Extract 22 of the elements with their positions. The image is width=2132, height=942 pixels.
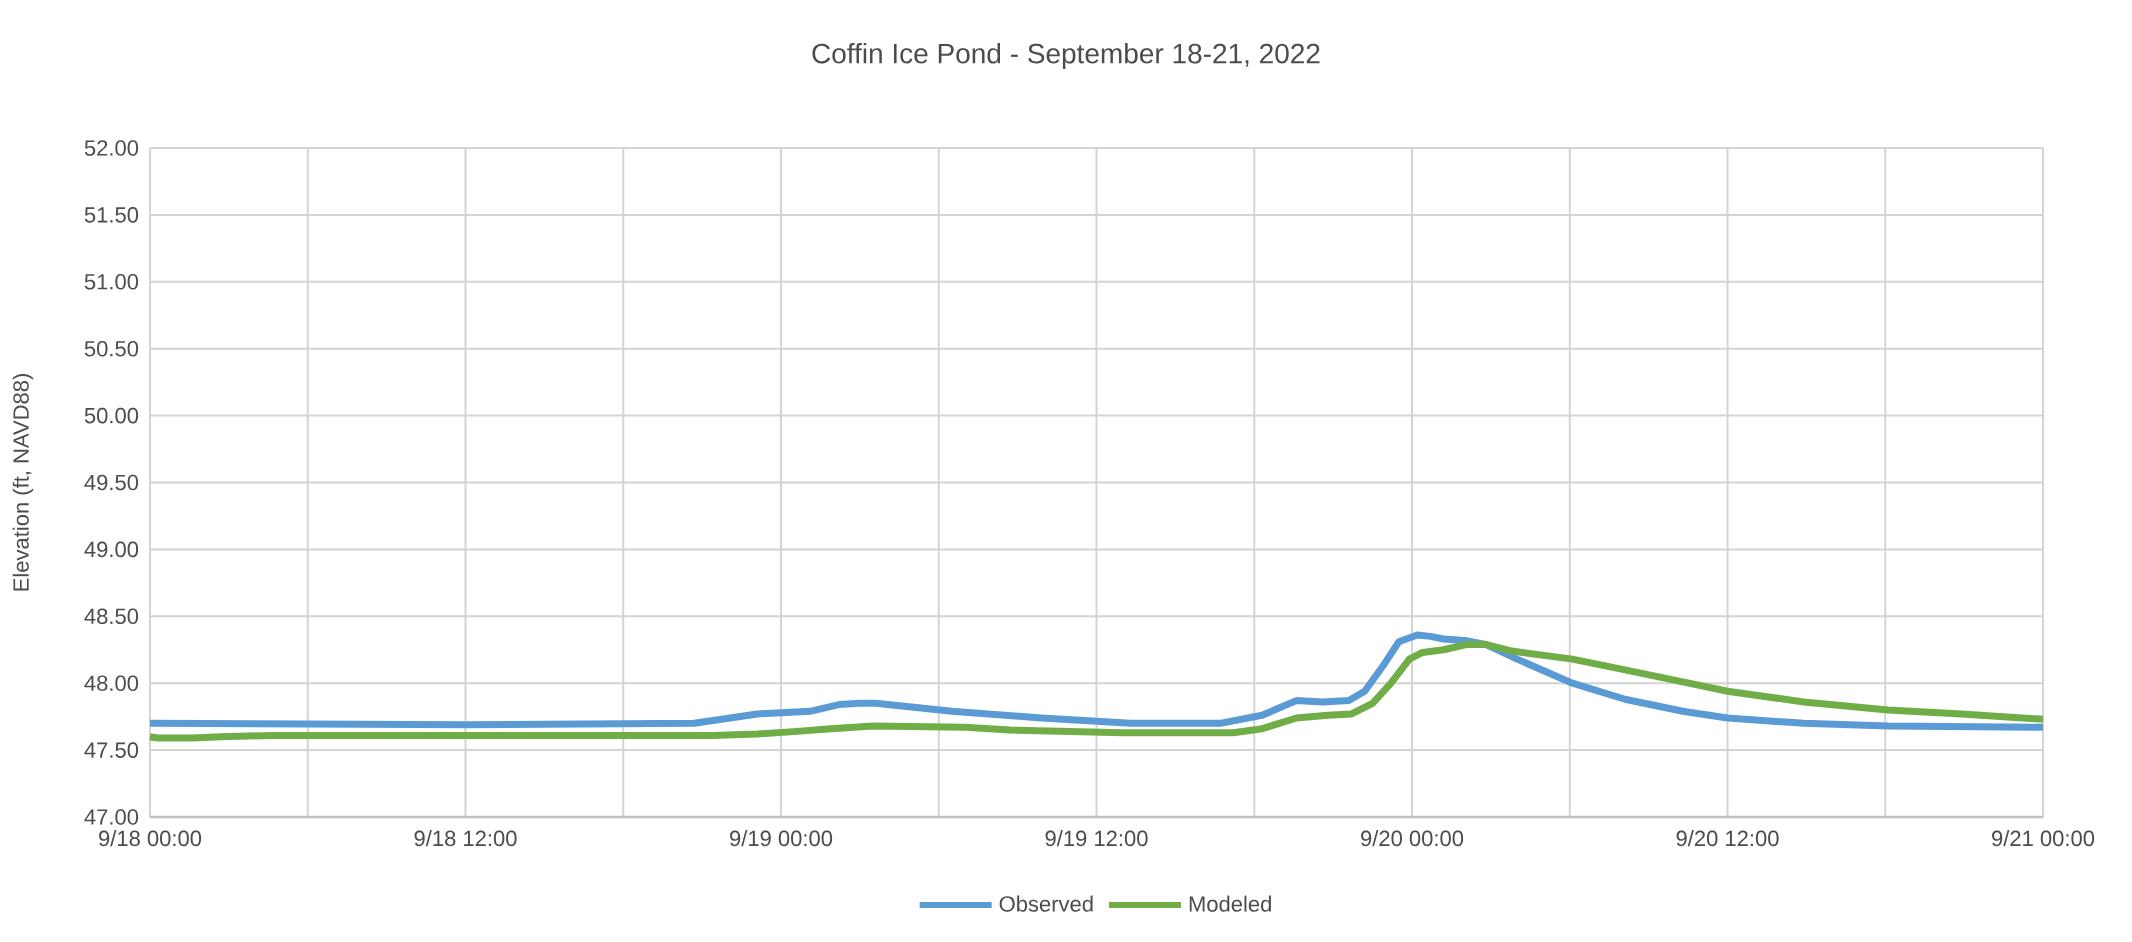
y-tick-label: 50.00 (84, 407, 139, 424)
x-tick-label: 9/19 12:00 (1045, 830, 1148, 847)
legend-label: Modeled (1189, 895, 1271, 912)
y-tick-label: 51.00 (84, 273, 139, 290)
y-tick-label: 48.50 (84, 608, 139, 625)
y-tick-label: 49.50 (84, 474, 139, 491)
x-tick-label: 9/20 00:00 (1361, 830, 1464, 847)
y-tick-label: 50.50 (84, 340, 139, 357)
y-tick-label: 47.00 (84, 809, 139, 825)
chart-title: Coffin Ice Pond - September 18-21, 2022 (812, 42, 1320, 70)
x-tick-label: 9/18 12:00 (414, 830, 517, 847)
legend-label: Observed (999, 895, 1093, 912)
y-tick-label: 49.00 (84, 541, 139, 558)
x-tick-label: 9/20 12:00 (1676, 830, 1779, 847)
x-tick-label: 9/19 00:00 (730, 830, 833, 847)
y-tick-label: 48.00 (84, 675, 139, 691)
y-tick-label: 52.00 (84, 140, 139, 156)
x-tick-label: 9/21 00:00 (1992, 830, 2095, 847)
y-tick-label: 47.50 (84, 742, 139, 758)
y-axis-title: Elevation (ft, NAVD88) (12, 374, 34, 591)
y-tick-label: 51.50 (84, 207, 139, 223)
x-tick-label: 9/18 00:00 (99, 830, 202, 847)
